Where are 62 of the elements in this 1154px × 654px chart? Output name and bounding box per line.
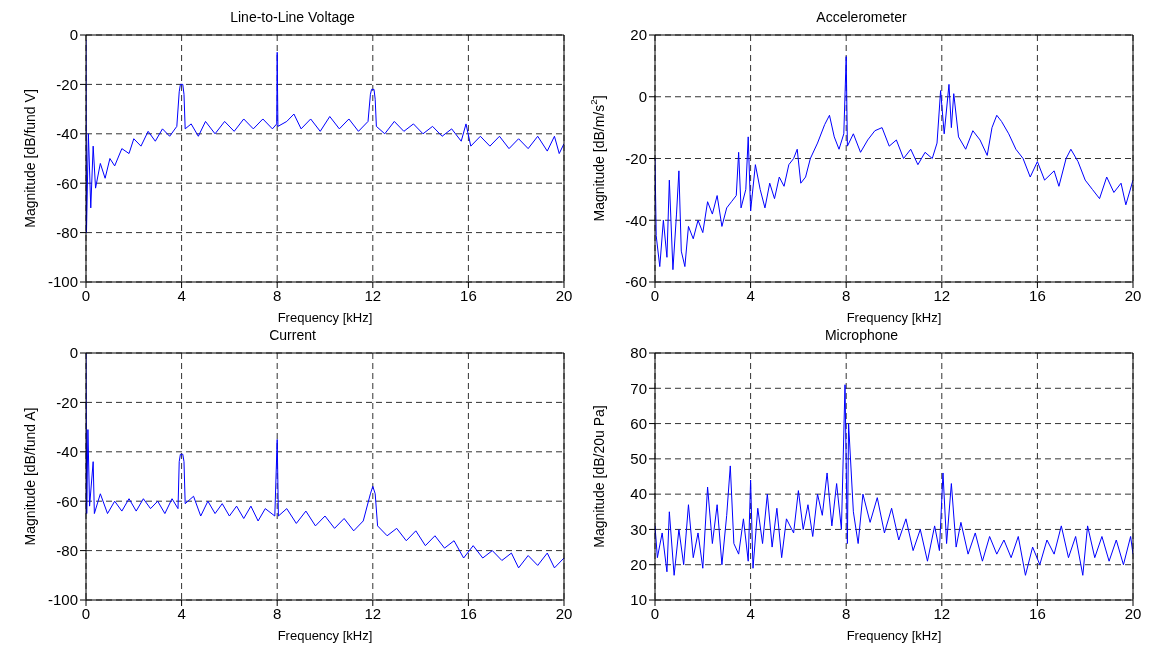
x-tick-label: 8 (273, 604, 282, 622)
y-tick-label: 10 (630, 591, 647, 609)
x-tick-label: 16 (460, 604, 477, 622)
y-tick-label: -80 (56, 541, 78, 559)
y-tick-label: -60 (56, 492, 78, 510)
x-tick-label: 8 (842, 604, 851, 622)
y-tick-label: -60 (56, 174, 78, 192)
y-tick-label: -40 (625, 211, 647, 229)
x-axis-title: Frequency [kHz] (277, 310, 373, 325)
x-tick-label: 20 (555, 604, 573, 622)
line-series (655, 56, 1133, 271)
x-tick-label: 20 (1124, 604, 1142, 622)
x-tick-label: 0 (81, 604, 91, 622)
y-tick-label: 50 (630, 450, 647, 468)
y-tick-label: -40 (56, 443, 78, 461)
x-tick-label: 12 (933, 286, 951, 304)
x-tick-label: 4 (177, 286, 186, 304)
y-tick-label: -40 (56, 125, 78, 143)
y-tick-label: 20 (630, 26, 647, 44)
chart-title: Microphone (823, 326, 900, 344)
y-tick-label: -80 (56, 223, 78, 241)
x-tick-label: 0 (81, 286, 91, 304)
y-tick-label: 70 (630, 379, 647, 397)
x-tick-label: 16 (460, 286, 477, 304)
chart-title: Current (268, 326, 317, 344)
y-tick-label: 20 (630, 556, 647, 574)
x-tick-label: 4 (177, 604, 186, 622)
y-tick-label: -20 (56, 75, 78, 93)
y-tick-label: 60 (630, 414, 647, 432)
x-tick-label: 20 (555, 286, 573, 304)
x-axis-title: Frequency [kHz] (277, 628, 373, 643)
x-axis-title: Frequency [kHz] (846, 628, 942, 643)
y-tick-label: -20 (625, 149, 647, 167)
y-tick-label: 0 (638, 88, 647, 106)
x-tick-label: 16 (1029, 286, 1046, 304)
y-tick-label: -20 (56, 393, 78, 411)
x-axis-title: Frequency [kHz] (846, 310, 942, 325)
x-tick-label: 12 (364, 286, 382, 304)
y-tick-label: 0 (69, 26, 78, 44)
y-axis-title: Magnitude [dB/fund V] (22, 89, 38, 228)
x-tick-label: 12 (364, 604, 382, 622)
x-tick-label: 12 (933, 604, 951, 622)
chart-title: Line-to-Line Voltage (229, 8, 356, 26)
x-tick-label: 8 (273, 286, 282, 304)
x-tick-label: 0 (650, 286, 660, 304)
y-tick-label: 30 (630, 520, 647, 538)
y-axis-title: Magnitude [dB/20u Pa] (591, 405, 607, 548)
y-tick-label: -100 (47, 591, 78, 609)
x-tick-label: 4 (746, 286, 755, 304)
x-tick-label: 8 (842, 286, 851, 304)
y-axis-title: Magnitude [dB/fund A] (22, 407, 38, 546)
y-tick-label: 40 (630, 485, 647, 503)
x-tick-label: 20 (1124, 286, 1142, 304)
y-tick-label: -60 (625, 273, 647, 291)
y-tick-label: 0 (69, 344, 78, 362)
x-tick-label: 0 (650, 604, 660, 622)
x-tick-label: 16 (1029, 604, 1046, 622)
line-series (655, 384, 1133, 576)
chart-title: Accelerometer (815, 8, 908, 26)
x-tick-label: 4 (746, 604, 755, 622)
y-tick-label: 80 (630, 344, 647, 362)
y-tick-label: -100 (47, 273, 78, 291)
